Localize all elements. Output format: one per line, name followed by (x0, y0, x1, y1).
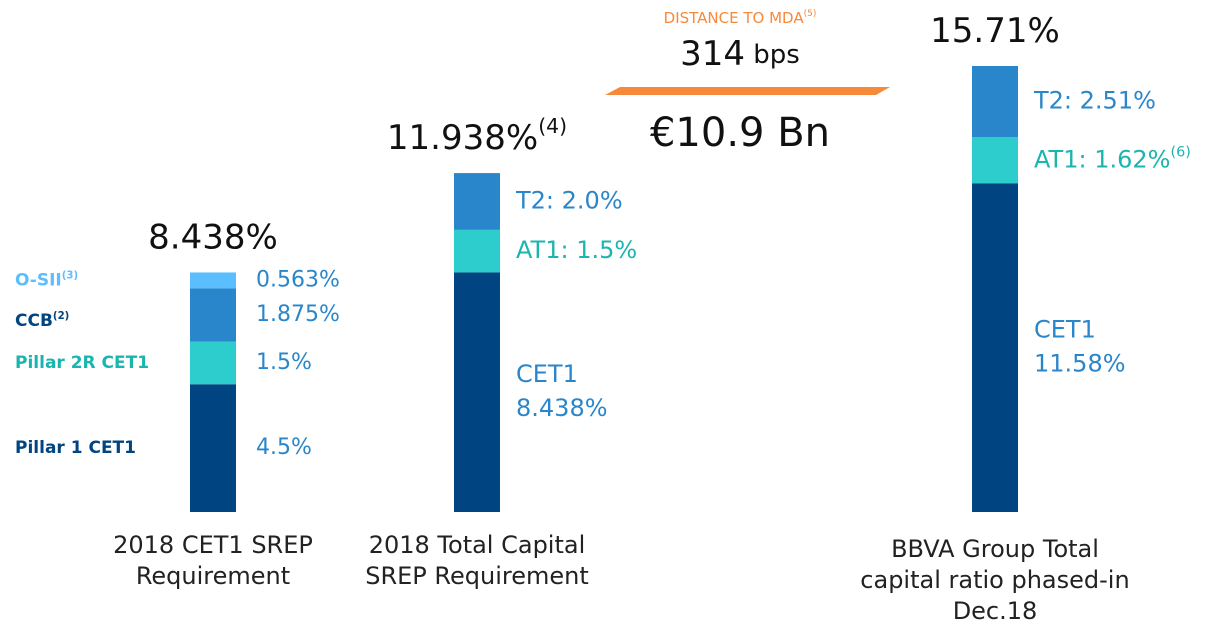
segment-name: O-SII(3) (15, 270, 78, 291)
category-label: capital ratio phased-in (860, 566, 1129, 594)
annotation-amount: €10.9 Bn (650, 110, 830, 156)
bar-segment (454, 229, 500, 273)
value-label-text: T2: 2.0% (515, 186, 623, 214)
annotation-number: 314 (680, 34, 745, 74)
value-label: 1.5% (256, 350, 312, 375)
bar-segment (190, 288, 236, 342)
value-label-text: AT1: 1.62% (1034, 145, 1170, 173)
bar-segment (190, 272, 236, 289)
annotation-title-text: DISTANCE TO MDA (664, 9, 805, 27)
footnote: (6) (1170, 144, 1190, 160)
segment-name: CET1 (516, 360, 578, 388)
annotation-value: 314 bps (680, 34, 800, 74)
footnote: (4) (538, 114, 567, 138)
category-label: BBVA Group Total (891, 535, 1099, 563)
category-label: 2018 CET1 SREP (113, 531, 313, 559)
value-label: T2: 2.0% (515, 186, 623, 214)
value-label: 11.58% (1034, 350, 1126, 378)
footnote: (2) (53, 311, 69, 322)
segment-name: CET1 (1034, 316, 1096, 344)
total-label: 15.71% (930, 11, 1060, 51)
total-label: 8.438% (148, 217, 278, 257)
total-label-text: 15.71% (930, 11, 1060, 51)
value-label: 0.563% (256, 267, 340, 292)
annotation-unit: bps (753, 40, 800, 70)
total-label: 11.938%(4) (387, 114, 567, 158)
total-label-text: 11.938% (387, 118, 538, 158)
segment-name-text: Pillar 1 CET1 (15, 438, 136, 458)
bar-segment (972, 137, 1018, 184)
bar-segment (190, 384, 236, 512)
annotation-title: DISTANCE TO MDA(5) (664, 9, 817, 27)
value-label-text: T2: 2.51% (1033, 87, 1156, 115)
total-label-text: 8.438% (148, 217, 278, 257)
value-label: AT1: 1.62%(6) (1034, 144, 1191, 173)
bar-segment (190, 341, 236, 385)
bar-segment (972, 183, 1018, 512)
segment-name: Pillar 1 CET1 (15, 438, 136, 458)
bar-segment (454, 272, 500, 512)
segment-name: CCB(2) (15, 311, 69, 332)
segment-name-text: O-SII (15, 270, 62, 290)
bar-segment (454, 173, 500, 230)
category-label: Dec.18 (953, 597, 1038, 624)
value-label: 1.875% (256, 302, 340, 327)
segment-name-text: CCB (15, 311, 53, 331)
value-label: 4.5% (256, 435, 312, 460)
segment-name: Pillar 2R CET1 (15, 353, 149, 373)
category-label: 2018 Total Capital (369, 531, 586, 559)
mda-bar (605, 87, 890, 95)
segment-name-text: Pillar 2R CET1 (15, 353, 149, 373)
bar-segment (972, 66, 1018, 138)
category-label: SREP Requirement (365, 562, 589, 590)
footnote: (5) (804, 9, 817, 19)
value-label-text: AT1: 1.5% (516, 236, 637, 264)
value-label: AT1: 1.5% (516, 236, 637, 264)
value-label: T2: 2.51% (1033, 87, 1156, 115)
category-label: Requirement (136, 562, 290, 590)
value-label: 8.438% (516, 394, 608, 422)
annotation-space (745, 40, 753, 70)
footnote: (3) (62, 270, 78, 281)
